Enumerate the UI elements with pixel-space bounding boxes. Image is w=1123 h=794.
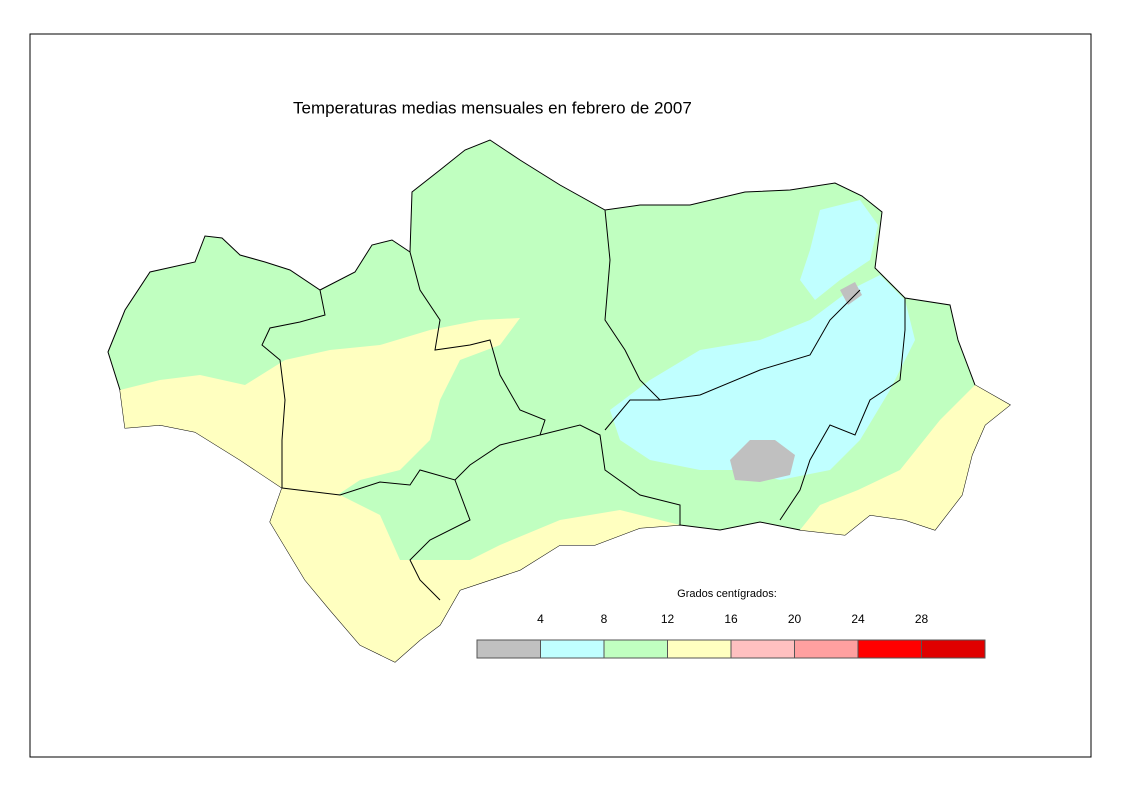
province-border xyxy=(261,289,326,488)
region-map xyxy=(107,139,1011,663)
map-title: Temperaturas medias mensuales en febrero… xyxy=(293,98,692,117)
legend-swatch xyxy=(603,639,668,659)
province-border xyxy=(539,424,681,525)
legend-tick-label: 12 xyxy=(661,612,675,626)
legend-swatch xyxy=(857,639,922,659)
legend-swatch xyxy=(730,639,795,659)
legend-tick-label: 4 xyxy=(537,612,544,626)
legend-tick-label: 20 xyxy=(788,612,802,626)
legend: Grados centígrados: 4 8 12 16 20 24 28 xyxy=(476,588,986,659)
legend-tick-label: 8 xyxy=(601,612,608,626)
legend-title: Grados centígrados: xyxy=(677,588,777,600)
province-border xyxy=(409,479,471,601)
legend-tick-label: 24 xyxy=(851,612,865,626)
legend-swatch xyxy=(667,639,732,659)
warm-zone xyxy=(270,488,680,662)
province-borders xyxy=(261,209,906,601)
legend-tick-label: 16 xyxy=(724,612,738,626)
cool-zone xyxy=(800,200,878,300)
province-border xyxy=(604,399,660,431)
province-border xyxy=(779,298,906,521)
legend-swatch xyxy=(476,639,541,659)
warm-zone xyxy=(120,318,520,500)
warm-zone xyxy=(800,385,1010,535)
cold-zone xyxy=(730,440,795,482)
legend-swatch xyxy=(921,639,986,659)
cold-zone xyxy=(840,282,862,305)
legend-swatch xyxy=(794,639,859,659)
legend-tick-label: 28 xyxy=(915,612,929,626)
province-border xyxy=(281,251,546,496)
legend-swatch xyxy=(540,639,605,659)
